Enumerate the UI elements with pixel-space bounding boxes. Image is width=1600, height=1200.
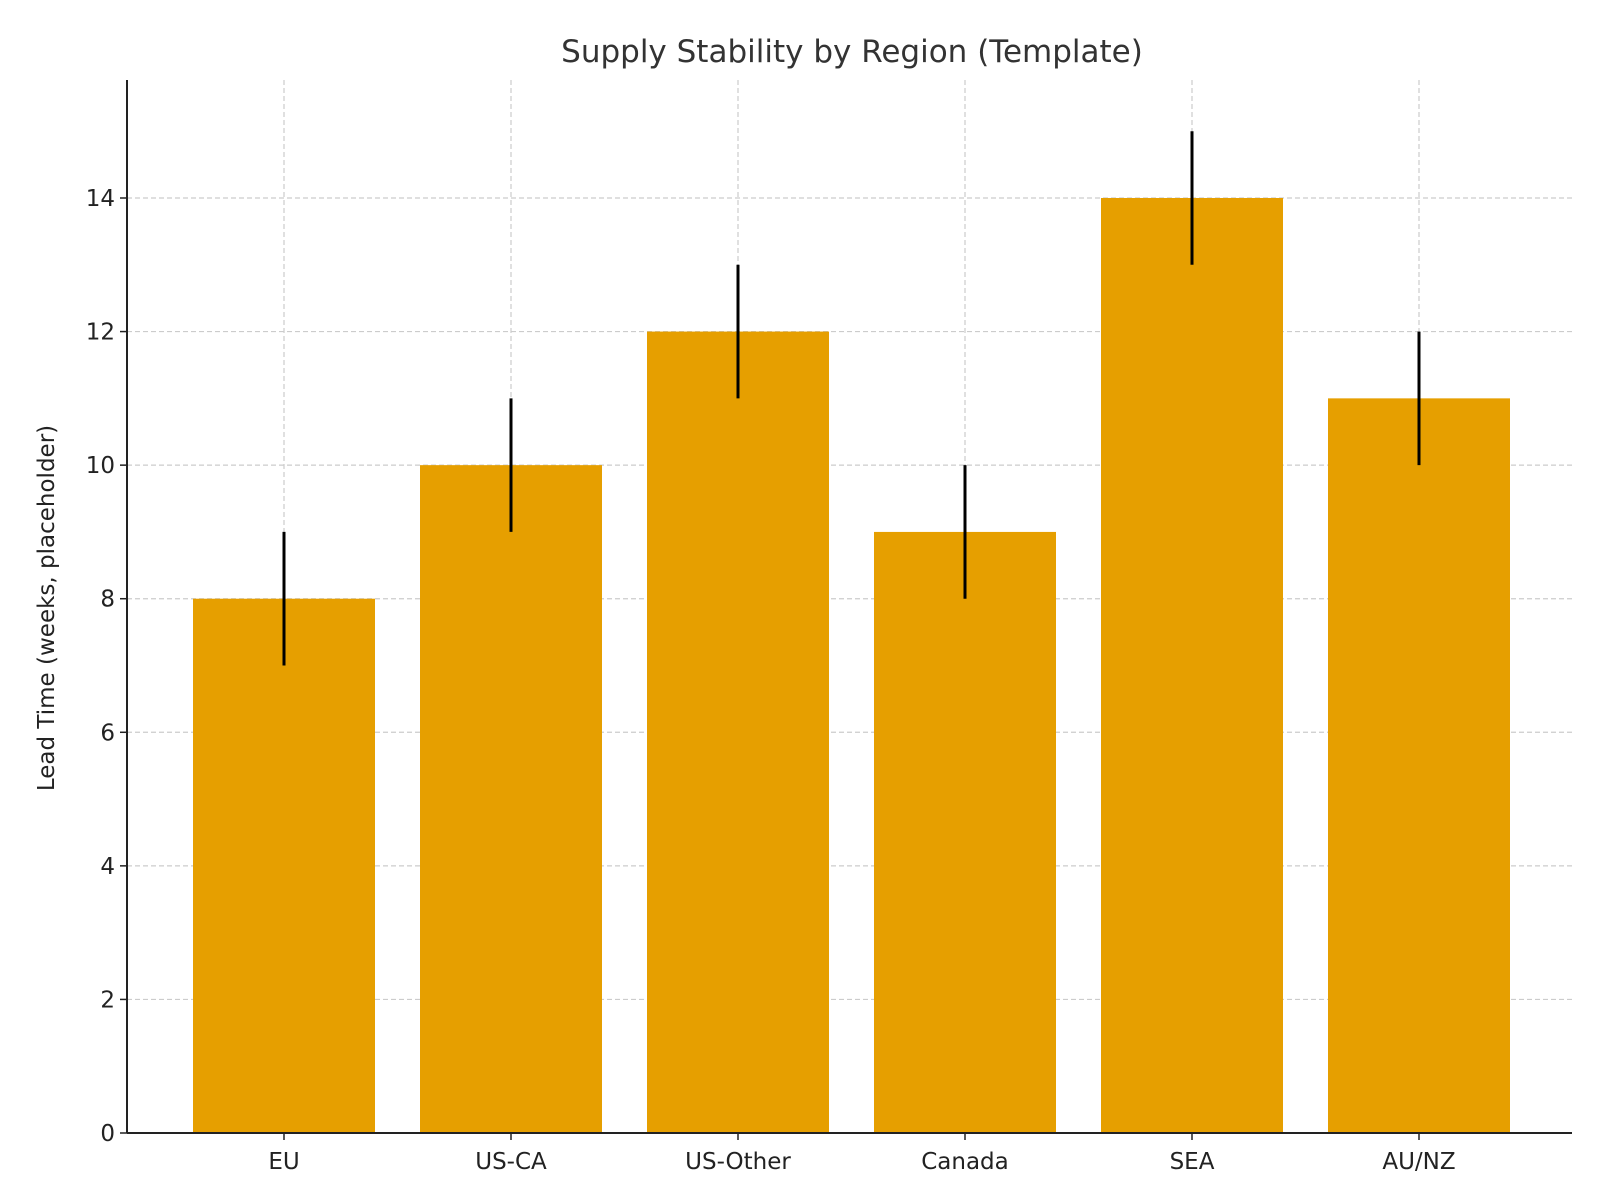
bar-eu bbox=[193, 598, 375, 1133]
bar-us-ca bbox=[420, 465, 602, 1134]
error-bars bbox=[282, 131, 1421, 666]
y-tick-label: 4 bbox=[100, 854, 115, 880]
bar-us-other bbox=[647, 331, 829, 1134]
bar-au-nz bbox=[1328, 398, 1510, 1133]
y-tick-label: 12 bbox=[86, 320, 115, 346]
x-tick-label: SEA bbox=[1170, 1149, 1215, 1175]
x-tick-label: US-CA bbox=[475, 1149, 547, 1175]
y-tick-label: 6 bbox=[100, 720, 115, 746]
bar-canada bbox=[874, 531, 1056, 1133]
x-tick-label: EU bbox=[268, 1149, 299, 1175]
axes bbox=[120, 80, 1572, 1140]
chart-title: Supply Stability by Region (Template) bbox=[561, 34, 1143, 70]
y-tick-label: 8 bbox=[100, 587, 115, 613]
bars bbox=[193, 198, 1510, 1134]
tick-labels: 0 2 4 6 8 10 12 14 EU US-CA US-Other Canada SEA AU/NZ bbox=[86, 186, 1456, 1175]
y-axis-label: Lead Time (weeks, placeholder) bbox=[34, 425, 60, 791]
bar-sea bbox=[1101, 198, 1283, 1133]
y-tick-label: 14 bbox=[86, 186, 115, 212]
x-tick-label: Canada bbox=[921, 1149, 1009, 1175]
x-tick-label: AU/NZ bbox=[1382, 1149, 1455, 1175]
y-tick-label: 2 bbox=[100, 987, 115, 1013]
x-tick-label: US-Other bbox=[685, 1149, 791, 1175]
y-tick-label: 10 bbox=[86, 453, 115, 479]
y-tick-label: 0 bbox=[100, 1121, 115, 1147]
